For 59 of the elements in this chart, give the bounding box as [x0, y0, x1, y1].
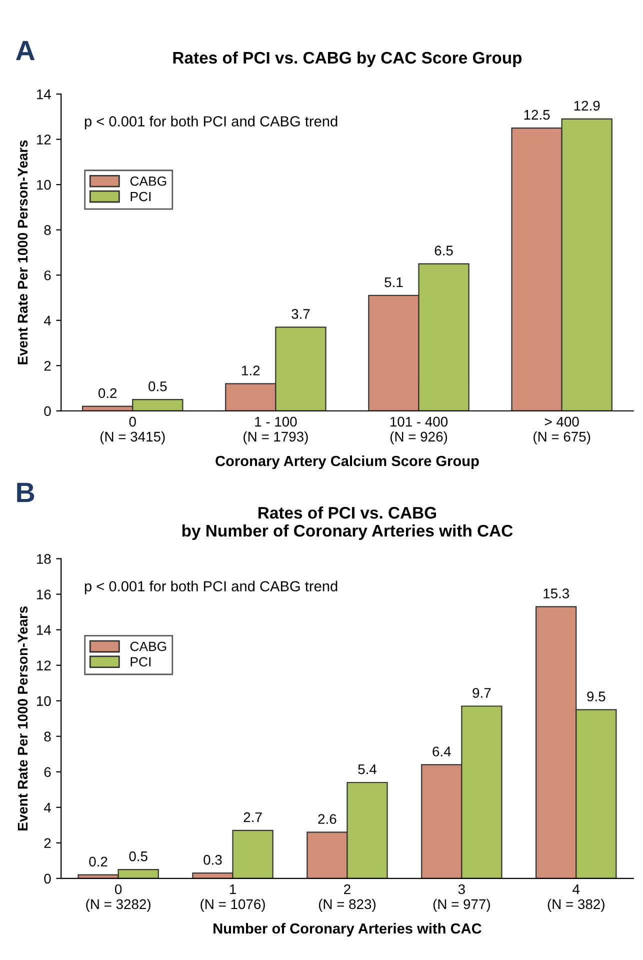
- data-label: 0.5: [148, 381, 167, 392]
- y-axis-title: Event Rate Per 1000 Person-Years: [18, 140, 28, 364]
- chart-title: Rates of PCI vs. CABG by CAC Score Group: [173, 51, 522, 67]
- legend-label: CABG: [130, 176, 166, 186]
- y-tick-label: 2: [44, 838, 51, 848]
- y-tick-label: 14: [36, 90, 51, 100]
- data-label: 15.3: [544, 588, 570, 598]
- data-label: 12.9: [574, 100, 600, 111]
- data-label: 6.4: [432, 746, 451, 756]
- text: B: [17, 482, 34, 502]
- x-tick-label: 1 - 100 (N = 1793): [244, 416, 308, 444]
- x-tick-label: 2 (N = 823): [318, 884, 376, 912]
- data-label: 5.4: [358, 764, 376, 774]
- data-label: 2.6: [318, 814, 336, 824]
- x-tick-label: 0 (N = 3282): [86, 884, 150, 912]
- legend-label: CABG: [130, 642, 166, 652]
- x-tick-label: 1 (N = 1076): [200, 884, 265, 912]
- y-tick-label: 16: [36, 590, 51, 600]
- legend-label: PCI: [130, 657, 150, 666]
- y-tick-label: 6: [44, 767, 51, 778]
- data-label: 9.7: [472, 688, 491, 698]
- data-label: 12.5: [524, 110, 550, 120]
- y-tick-label: 4: [44, 316, 51, 326]
- y-tick-label: 6: [44, 270, 51, 280]
- annotation: p < 0.001 for both PCI and CABG trend: [84, 580, 338, 594]
- y-tick-label: 8: [44, 732, 51, 742]
- data-label: 2.7: [244, 812, 262, 822]
- data-label: 3.7: [292, 309, 310, 319]
- y-tick-label: 14: [36, 625, 51, 635]
- y-tick-label: 8: [44, 225, 51, 236]
- x-tick-label: 4 (N = 382): [548, 884, 604, 912]
- x-tick-label: 0 (N = 3415): [100, 416, 165, 444]
- legend-label: PCI: [130, 192, 150, 202]
- y-tick-label: 12: [36, 660, 51, 670]
- x-tick-label: 101 - 400 (N = 926): [390, 416, 448, 444]
- data-label: 9.5: [587, 692, 606, 702]
- y-tick-label: 12: [36, 134, 51, 144]
- data-label: 0.2: [89, 856, 108, 867]
- x-tick-label: 3 (N = 977): [433, 884, 490, 912]
- annotation: p < 0.001 for both PCI and CABG trend: [84, 116, 338, 130]
- data-label: 0.2: [98, 388, 117, 398]
- y-tick-label: 18: [36, 554, 51, 564]
- x-axis-title: Coronary Artery Calcium Score Group: [216, 455, 479, 470]
- data-label: 6.5: [434, 246, 453, 256]
- y-axis-title: Event Rate Per 1000 Person-Years: [18, 606, 28, 830]
- text: A: [16, 40, 35, 60]
- x-tick-label: > 400 (N = 675): [534, 416, 590, 444]
- chart-title: Rates of PCI vs. CABG by Number of Coronary Arteries with CAC: [182, 506, 513, 540]
- data-label: 0.3: [204, 854, 222, 865]
- y-tick-label: 10: [36, 180, 51, 190]
- y-tick-label: 2: [44, 360, 51, 371]
- data-label: 1.2: [242, 366, 260, 376]
- y-tick-label: 0: [44, 406, 51, 416]
- y-tick-label: 0: [44, 874, 51, 884]
- data-label: 0.5: [129, 851, 148, 862]
- y-tick-label: 4: [44, 802, 51, 812]
- y-tick-label: 10: [36, 696, 51, 706]
- data-label: 5.1: [384, 277, 403, 288]
- x-axis-title: Number of Coronary Arteries with CAC: [214, 922, 482, 937]
